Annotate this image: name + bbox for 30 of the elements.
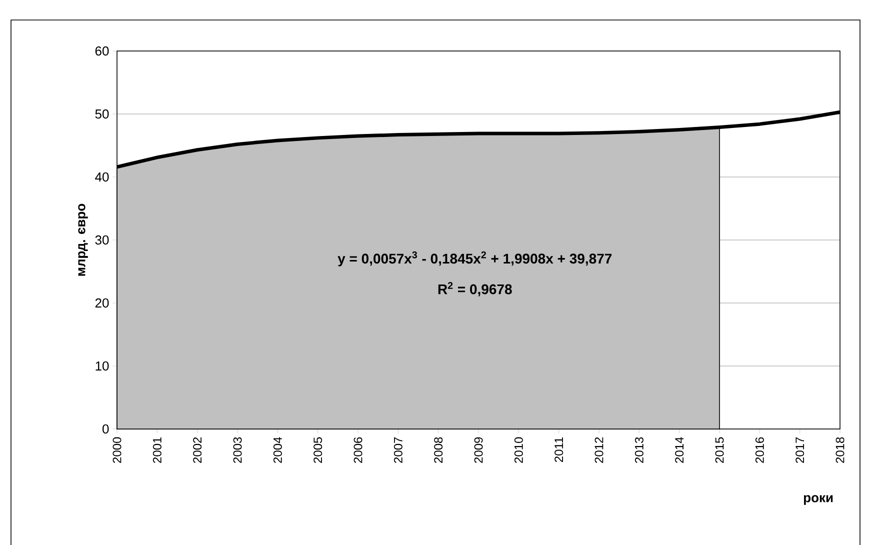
- x-tick-label: 2001: [152, 437, 162, 463]
- x-tick-label: 2016: [755, 437, 764, 463]
- x-axis-title: роки: [804, 495, 833, 505]
- x-tick-label: 2004: [273, 437, 282, 463]
- y-tick-label: 20: [95, 298, 109, 308]
- y-tick-label: 10: [96, 361, 109, 371]
- y-tick-label: 40: [95, 172, 109, 182]
- y-axis-title: млрд. євро: [78, 204, 88, 276]
- x-tick-label: 2000: [112, 437, 122, 463]
- x-tick-label: 2010: [514, 437, 523, 463]
- y-tick-label: 0: [102, 424, 109, 434]
- x-tick-label: 2011: [554, 437, 564, 462]
- x-tick-label: 2015: [715, 437, 724, 463]
- x-tick-label: 2013: [634, 437, 644, 463]
- x-tick-label: 2014: [675, 437, 684, 463]
- x-tick-label: 2003: [233, 437, 242, 463]
- x-tick-label: 2007: [394, 437, 402, 463]
- x-tick-label: 2017: [796, 437, 804, 463]
- x-tick-label: 2002: [193, 437, 202, 463]
- y-tick-label: 30: [95, 235, 109, 245]
- x-tick-label: 2006: [354, 437, 362, 463]
- y-tick-label: 60: [95, 46, 109, 56]
- x-tick-label: 2009: [474, 437, 483, 463]
- x-tick-label: 2005: [314, 437, 322, 463]
- x-tick-label: 2018: [836, 437, 844, 463]
- x-tick-label: 2012: [594, 437, 604, 463]
- x-tick-label: 2008: [434, 437, 443, 463]
- annotation: R$^{2}$ = 0,9678: [438, 282, 512, 296]
- y-tick-label: 50: [95, 109, 109, 119]
- annotation: y = 0,0057x$^{3}$ - 0,1845x$^{2}$ + 1,9908x + 39,877: [338, 251, 612, 266]
